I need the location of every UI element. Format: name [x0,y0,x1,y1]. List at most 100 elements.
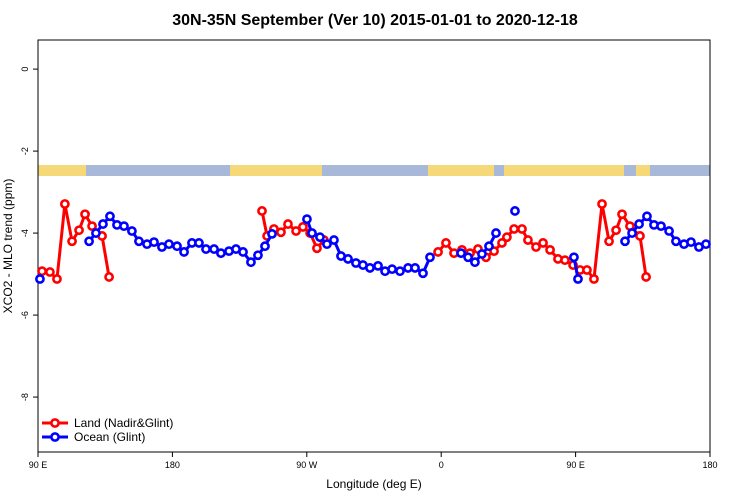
x-tick-label: 180 [165,460,180,470]
point [91,228,101,238]
point [441,238,451,248]
point [510,206,520,216]
y-axis-label: XCO2 - MLO trend (ppm) [1,179,15,314]
point [604,236,614,247]
point [164,239,174,250]
point [343,254,353,264]
point [589,274,599,284]
point [641,272,651,282]
x-tick-label: 180 [702,460,717,470]
point [538,238,548,248]
point [194,238,204,248]
point [686,237,696,248]
land-ocean-strip [38,165,710,176]
point [597,199,607,209]
point [477,249,487,259]
point [134,236,144,247]
series-line [41,203,648,283]
point [433,247,443,257]
point [201,244,211,254]
point [257,206,267,216]
point [484,241,494,252]
x-tick-label: 90 E [566,460,585,470]
point [315,232,325,243]
point [322,239,332,250]
x-tick-label: 90 E [29,460,48,470]
point [276,227,286,238]
y-tick-label: -2 [20,147,30,155]
point [611,225,621,236]
point [105,211,115,222]
point [656,221,666,232]
point [617,209,627,220]
point [642,211,652,222]
point [531,242,541,252]
point [620,236,630,247]
point [635,231,645,241]
point [373,260,383,271]
point [509,224,519,234]
point [312,243,322,254]
point [84,236,94,247]
point [307,228,317,238]
point [283,219,293,229]
point [365,263,375,273]
point [387,264,397,275]
point [246,257,256,268]
point [87,221,97,232]
point [104,272,114,282]
point [545,244,555,255]
point [216,248,226,259]
legend-label: Land (Nadir&Glint) [74,416,173,430]
point [149,237,159,248]
point [119,221,129,232]
point [209,244,219,254]
point [329,235,339,245]
y-tick-label: -4 [20,229,30,237]
point [179,247,189,257]
point [59,199,70,209]
point [456,248,466,259]
y-tick-label: 0 [20,67,30,72]
point [634,219,644,229]
point [98,219,108,229]
point [260,241,270,252]
point [395,266,405,277]
point [410,263,420,273]
point [238,247,248,257]
point [470,257,480,268]
legend-marker [50,418,60,428]
point [253,250,263,261]
point [627,228,637,238]
x-tick-label: 0 [439,460,444,470]
point [45,267,55,277]
point [291,226,301,236]
x-tick-label: 90 W [296,460,318,470]
point [502,232,512,243]
legend: Land (Nadir&Glint)Ocean (Glint) [42,416,173,444]
point [491,228,501,238]
legend-label: Ocean (Glint) [74,430,145,444]
point [573,274,583,284]
point [664,226,674,236]
point [671,236,681,247]
point [425,252,435,263]
legend-marker [50,432,60,442]
point [74,225,84,236]
point [67,236,77,247]
point [52,274,62,284]
point [701,239,711,250]
point [497,238,507,248]
point [517,224,527,234]
y-tick-label: -8 [20,393,30,401]
point [80,209,90,220]
point [560,255,570,266]
y-tick-label: -6 [20,311,30,319]
point [35,274,45,284]
point [418,268,428,279]
point [37,266,47,277]
point [523,235,533,245]
point [298,222,308,232]
point [569,252,579,263]
